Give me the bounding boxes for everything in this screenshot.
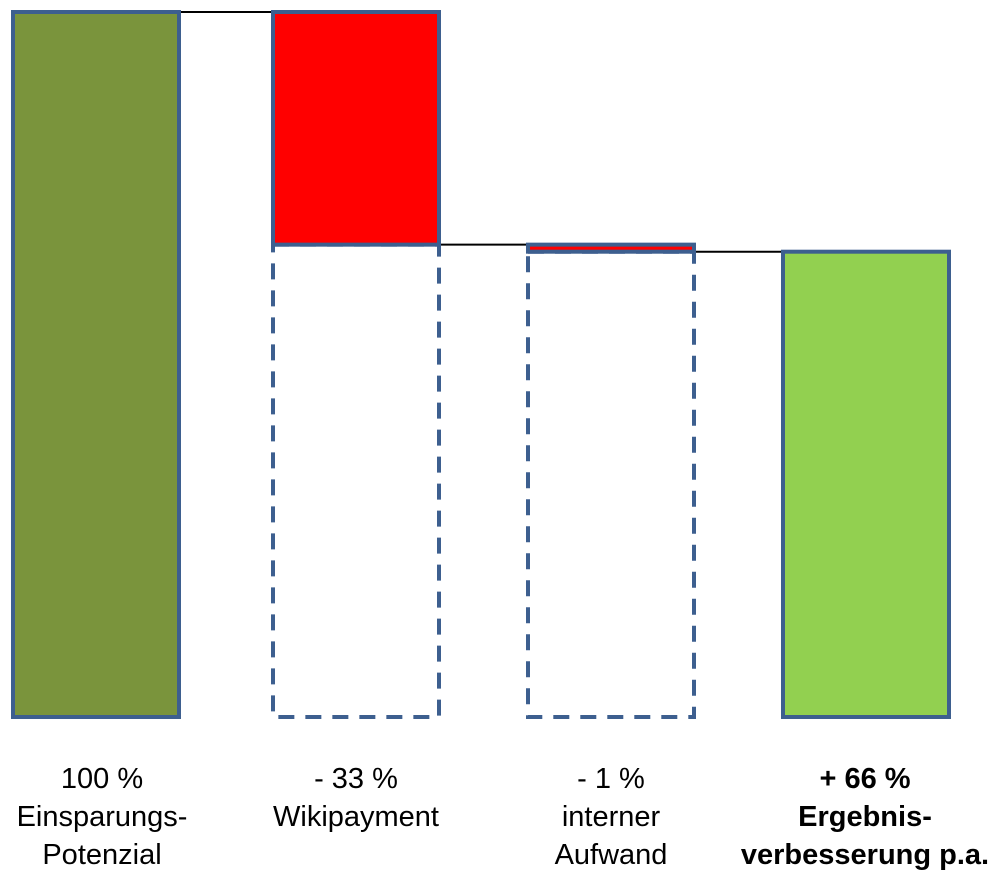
- category-label-ergebnis: + 66 % Ergebnis- verbesserung p.a.: [740, 760, 990, 874]
- category-name-line: interner: [561, 801, 661, 833]
- bar-result: [781, 249, 951, 719]
- category-name-line: Wikipayment: [273, 801, 439, 833]
- category-name-line: Ergebnis-: [798, 801, 932, 833]
- bar-decrease: [526, 242, 696, 254]
- bar-remaining-outline: [271, 242, 441, 719]
- category-label-wikipayment: - 33 % Wikipayment: [231, 760, 481, 836]
- value-label: + 66 %: [819, 763, 911, 795]
- bar-total: [11, 10, 181, 719]
- category-name-line: verbesserung p.a.: [740, 839, 990, 871]
- value-label: - 33 %: [314, 763, 398, 795]
- bar-decrease: [271, 10, 441, 247]
- category-name-line: Einsparungs-: [16, 801, 188, 833]
- value-label: - 1 %: [577, 763, 645, 795]
- category-label-potenzial: 100 % Einsparungs- Potenzial: [0, 760, 227, 874]
- bar-remaining-outline: [526, 249, 696, 719]
- category-name-line: Potenzial: [42, 839, 162, 871]
- category-name-line: Aufwand: [554, 839, 668, 871]
- value-label: 100 %: [60, 763, 144, 795]
- category-label-interner-aufwand: - 1 % interner Aufwand: [486, 760, 736, 874]
